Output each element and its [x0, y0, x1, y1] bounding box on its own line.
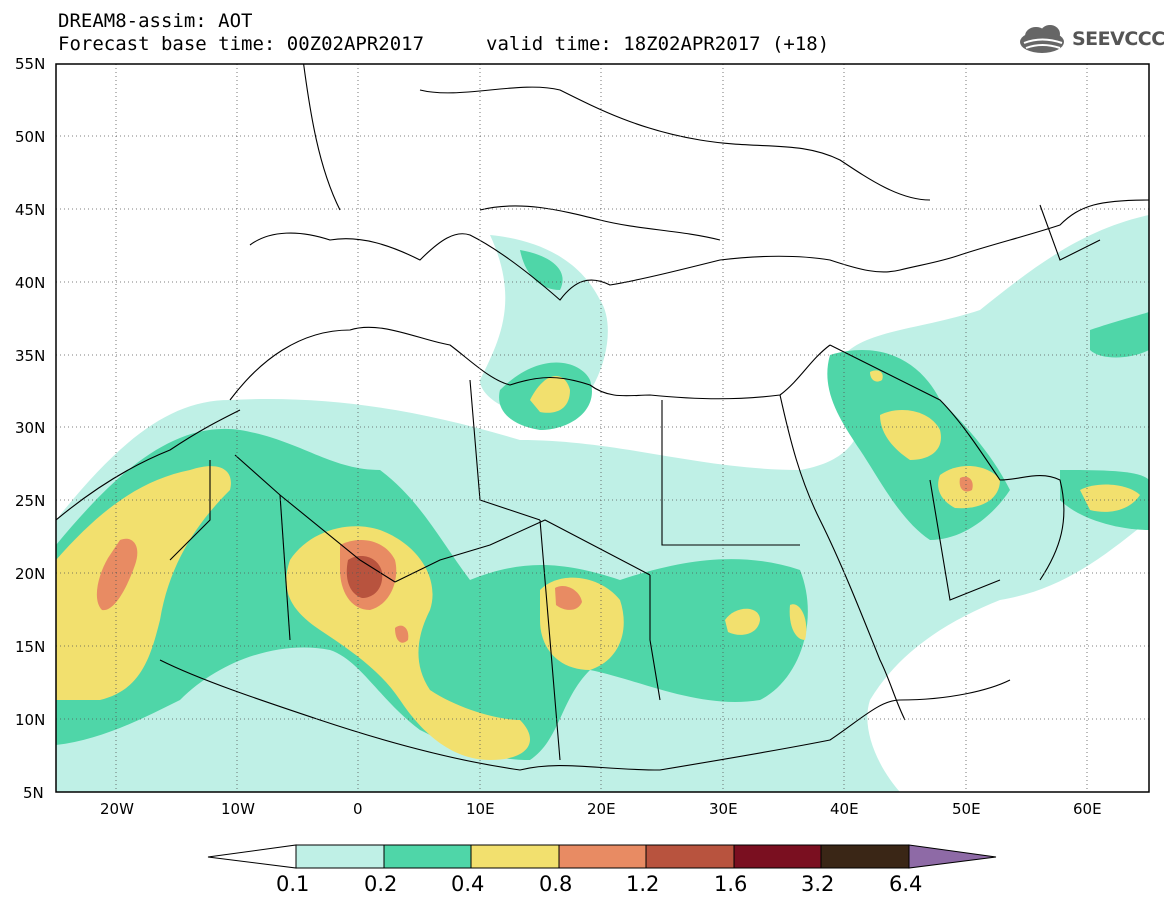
- lon-label: 10E: [466, 800, 495, 818]
- lon-label: 50E: [952, 800, 981, 818]
- logo-text: SEEVCCC: [1072, 28, 1165, 50]
- colorbar-low-arrow: [207, 844, 297, 869]
- map-title: DREAM8-assim: AOT: [58, 10, 253, 32]
- aot-level-0.8: [96, 538, 138, 611]
- colorbar-label: 0.4: [451, 872, 485, 896]
- lat-label: 20N: [15, 565, 46, 583]
- aot-level-0.4: [56, 466, 231, 700]
- lon-label: 10W: [221, 800, 255, 818]
- lon-label: 60E: [1073, 800, 1102, 818]
- valid-time: valid time: 18Z02APR2017 (+18): [486, 33, 830, 55]
- colorbar-label: 0.8: [539, 872, 573, 896]
- lat-label: 50N: [15, 128, 46, 146]
- cloud-icon: [1020, 25, 1064, 53]
- lat-label: 40N: [15, 274, 46, 292]
- lat-label: 25N: [15, 492, 46, 510]
- colorbar-label: 0.1: [276, 872, 310, 896]
- colorbar-labels: 0.1 0.2 0.4 0.8 1.2 1.6 3.2 6.4: [0, 872, 1165, 902]
- graticule: [56, 64, 1149, 792]
- colorbar: [207, 844, 997, 869]
- country-borders: [56, 64, 1149, 771]
- aot-level-1.2: [346, 556, 383, 598]
- lat-label: 10N: [15, 711, 46, 729]
- lat-label: 55N: [15, 55, 46, 73]
- colorbar-high-arrow: [908, 844, 997, 869]
- colorbar-label: 6.4: [889, 872, 923, 896]
- colorbar-label: 3.2: [801, 872, 835, 896]
- lon-label: 20W: [100, 800, 134, 818]
- lat-label: 35N: [15, 347, 46, 365]
- lat-label: 30N: [15, 419, 46, 437]
- colorbar-label: 0.2: [364, 872, 398, 896]
- lat-label: 45N: [15, 201, 46, 219]
- colorbar-label: 1.6: [714, 872, 748, 896]
- aot-contour-field: [56, 215, 1149, 792]
- lon-label: 40E: [830, 800, 859, 818]
- colorbar-label: 1.2: [626, 872, 660, 896]
- lon-label: 30E: [709, 800, 738, 818]
- forecast-base-time: Forecast base time: 00Z02APR2017: [58, 33, 425, 55]
- plot-frame: [55, 63, 1150, 793]
- lat-label: 15N: [15, 638, 46, 656]
- lat-label: 5N: [23, 784, 44, 802]
- lon-label: 0: [353, 800, 363, 818]
- lon-label: 20E: [587, 800, 616, 818]
